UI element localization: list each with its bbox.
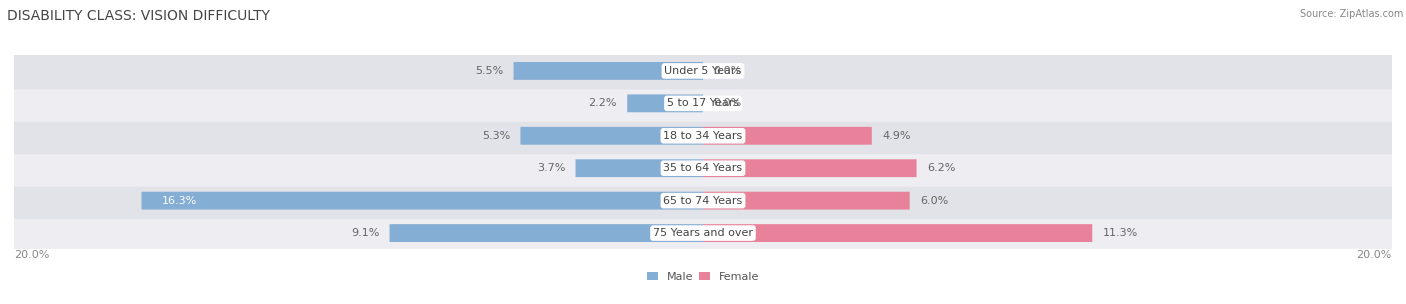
- FancyBboxPatch shape: [8, 150, 1398, 187]
- Text: 9.1%: 9.1%: [352, 228, 380, 238]
- Text: 20.0%: 20.0%: [1357, 250, 1392, 260]
- FancyBboxPatch shape: [8, 85, 1398, 122]
- FancyBboxPatch shape: [8, 117, 1398, 154]
- Text: 0.0%: 0.0%: [713, 98, 741, 108]
- Text: 75 Years and over: 75 Years and over: [652, 228, 754, 238]
- FancyBboxPatch shape: [513, 62, 703, 80]
- Text: 16.3%: 16.3%: [162, 196, 197, 206]
- FancyBboxPatch shape: [389, 224, 703, 242]
- Text: 2.2%: 2.2%: [588, 98, 617, 108]
- Text: 18 to 34 Years: 18 to 34 Years: [664, 131, 742, 141]
- FancyBboxPatch shape: [575, 159, 703, 177]
- Text: 5.3%: 5.3%: [482, 131, 510, 141]
- FancyBboxPatch shape: [703, 192, 910, 209]
- FancyBboxPatch shape: [8, 215, 1398, 251]
- Text: 6.2%: 6.2%: [927, 163, 955, 173]
- Text: 65 to 74 Years: 65 to 74 Years: [664, 196, 742, 206]
- Text: 5 to 17 Years: 5 to 17 Years: [666, 98, 740, 108]
- FancyBboxPatch shape: [142, 192, 703, 209]
- Text: 5.5%: 5.5%: [475, 66, 503, 76]
- Text: Source: ZipAtlas.com: Source: ZipAtlas.com: [1299, 9, 1403, 19]
- FancyBboxPatch shape: [8, 182, 1398, 219]
- Text: 6.0%: 6.0%: [920, 196, 948, 206]
- Text: 4.9%: 4.9%: [882, 131, 911, 141]
- Text: Under 5 Years: Under 5 Years: [665, 66, 741, 76]
- Text: 3.7%: 3.7%: [537, 163, 565, 173]
- FancyBboxPatch shape: [703, 159, 917, 177]
- FancyBboxPatch shape: [627, 95, 703, 112]
- FancyBboxPatch shape: [520, 127, 703, 145]
- Legend: Male, Female: Male, Female: [643, 268, 763, 287]
- Text: 35 to 64 Years: 35 to 64 Years: [664, 163, 742, 173]
- FancyBboxPatch shape: [703, 224, 1092, 242]
- FancyBboxPatch shape: [703, 127, 872, 145]
- Text: DISABILITY CLASS: VISION DIFFICULTY: DISABILITY CLASS: VISION DIFFICULTY: [7, 9, 270, 23]
- Text: 11.3%: 11.3%: [1102, 228, 1137, 238]
- Text: 20.0%: 20.0%: [14, 250, 49, 260]
- Text: 0.0%: 0.0%: [713, 66, 741, 76]
- FancyBboxPatch shape: [8, 53, 1398, 89]
